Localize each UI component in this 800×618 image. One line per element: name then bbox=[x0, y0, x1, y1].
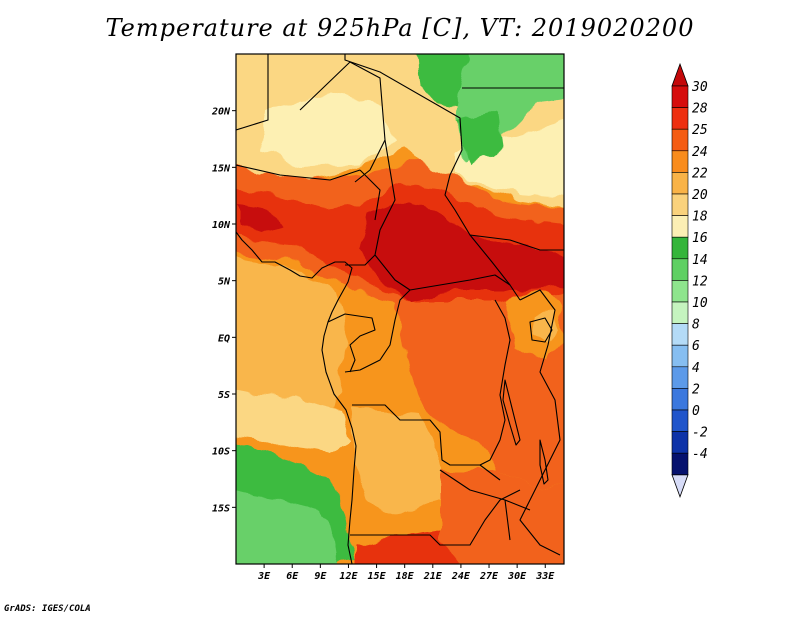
colorbar-bin bbox=[671, 150, 689, 173]
border-libya-egypt-sudan bbox=[344, 54, 521, 301]
colorbar-label: 6 bbox=[692, 339, 700, 354]
credit-text: GrADS: IGES/COLA bbox=[4, 604, 91, 614]
lat-tick-label: 15N bbox=[212, 163, 231, 174]
lat-tick-label: 20N bbox=[211, 107, 231, 118]
colorbar-bin bbox=[671, 172, 689, 195]
lat-tick-label: 5N bbox=[218, 277, 231, 288]
border-angola-namibia bbox=[350, 489, 521, 546]
field-hot-core-30 bbox=[360, 200, 564, 300]
lon-tick-label: 15E bbox=[368, 571, 387, 582]
colorbar-bin bbox=[671, 388, 689, 411]
colorbar-bin bbox=[671, 193, 689, 216]
colorbar-label: 28 bbox=[692, 102, 708, 117]
lake-victoria bbox=[529, 317, 553, 343]
field-egypt-18 bbox=[455, 124, 564, 199]
border-sudan-south bbox=[469, 234, 564, 251]
lon-tick-label: 30E bbox=[507, 571, 527, 582]
field-sahara-18 bbox=[262, 95, 395, 168]
colorbar-bin bbox=[671, 236, 689, 260]
colorbar-label: 12 bbox=[692, 274, 708, 289]
lat-tick-label: 10S bbox=[212, 447, 230, 458]
colorbar-label: -2 bbox=[692, 426, 708, 441]
colorbar-label: 0 bbox=[692, 404, 700, 419]
border-west-sahara bbox=[236, 54, 361, 181]
colorbar-bin bbox=[671, 431, 689, 454]
colorbar-bin bbox=[671, 128, 689, 152]
border-drc-angola bbox=[352, 404, 501, 481]
colorbar-label: 25 bbox=[692, 123, 708, 138]
border-drc-east bbox=[479, 299, 511, 466]
colorbar-bin bbox=[671, 107, 689, 130]
lon-tick-label: 27E bbox=[479, 571, 499, 582]
field-atlantic-20 bbox=[236, 392, 350, 455]
coastline-west-africa bbox=[236, 231, 357, 564]
colorbar-label: 20 bbox=[692, 188, 708, 203]
country-borders bbox=[236, 54, 564, 564]
colorbar-bin bbox=[671, 85, 689, 108]
colorbar-label: 8 bbox=[692, 318, 700, 333]
field-gulf-22 bbox=[236, 257, 345, 440]
colorbar-bottom-triangle bbox=[671, 474, 689, 498]
field-west-hot-30 bbox=[240, 205, 285, 232]
longitude-axis: 3E 6E 9E 12E 15E 18E 21E 24E 27E 30E 33E bbox=[257, 564, 555, 582]
border-niger-chad bbox=[345, 139, 396, 266]
lat-tick-label: 15S bbox=[212, 503, 230, 514]
lon-tick-label: 9E bbox=[314, 571, 327, 582]
lake-tanganyika bbox=[502, 379, 521, 446]
colorbar-label: 14 bbox=[692, 253, 708, 268]
colorbar-bin bbox=[671, 301, 689, 324]
lon-tick-label: 21E bbox=[423, 571, 443, 582]
field-atlantic-green-14 bbox=[236, 492, 338, 564]
lat-tick-label: 10N bbox=[212, 220, 231, 231]
lat-tick-label: EQ bbox=[218, 333, 230, 344]
border-algeria-niger bbox=[299, 61, 386, 183]
colorbar-label: 18 bbox=[692, 210, 708, 225]
colorbar-label: 24 bbox=[692, 145, 708, 160]
lon-tick-label: 12E bbox=[339, 571, 358, 582]
colorbar-bin bbox=[671, 215, 689, 238]
colorbar-bin bbox=[671, 344, 689, 368]
colorbar-bin bbox=[671, 366, 689, 389]
lon-tick-label: 33E bbox=[535, 571, 555, 582]
border-car-congo bbox=[344, 289, 411, 373]
colorbar-bin bbox=[671, 452, 689, 476]
border-zambia-zim bbox=[439, 469, 531, 541]
colorbar-label: 30 bbox=[691, 80, 708, 95]
colorbar-bin bbox=[671, 409, 689, 432]
colorbar-label: -4 bbox=[692, 447, 708, 462]
field-ne-green-16 bbox=[455, 110, 505, 165]
colorbar-label: 16 bbox=[692, 231, 708, 246]
colorbar-label: 22 bbox=[692, 166, 708, 181]
colorbar-top-triangle bbox=[671, 62, 689, 87]
border-chad-car bbox=[374, 254, 511, 291]
lon-tick-label: 24E bbox=[451, 571, 471, 582]
colorbar-bin bbox=[671, 280, 689, 303]
lon-tick-label: 3E bbox=[257, 571, 271, 582]
temperature-field bbox=[236, 54, 564, 564]
colorbar-label: 4 bbox=[692, 361, 700, 376]
lat-tick-label: 5S bbox=[218, 390, 230, 401]
lon-tick-label: 18E bbox=[396, 571, 415, 582]
colorbar-label: 2 bbox=[692, 382, 700, 397]
field-angola-22 bbox=[350, 410, 440, 515]
latitude-axis: 20N 15N 10N 5N EQ 5S 10S 15S bbox=[211, 107, 236, 514]
colorbar-label: 10 bbox=[692, 296, 708, 311]
colorbar-bin bbox=[671, 323, 689, 346]
map-title: Temperature at 925hPa [C], VT: 201902020… bbox=[105, 14, 695, 42]
lake-malawi bbox=[539, 439, 549, 485]
border-east-africa bbox=[519, 289, 561, 556]
map-frame bbox=[235, 53, 565, 565]
border-cameroon-gabon bbox=[327, 313, 376, 373]
lon-tick-label: 6E bbox=[286, 571, 299, 582]
colorbar-bin bbox=[671, 258, 689, 281]
